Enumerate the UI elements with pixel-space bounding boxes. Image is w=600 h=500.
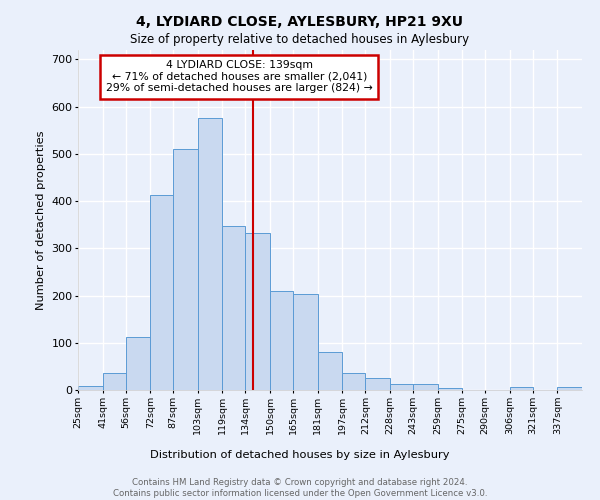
Bar: [78, 386, 103, 390]
Text: Size of property relative to detached houses in Aylesbury: Size of property relative to detached ho…: [130, 32, 470, 46]
Bar: [103, 372, 125, 390]
Bar: [125, 336, 150, 390]
Text: Contains HM Land Registry data © Crown copyright and database right 2024.
Contai: Contains HM Land Registry data © Crown c…: [113, 478, 487, 498]
Bar: [198, 118, 223, 390]
Bar: [413, 384, 437, 390]
Bar: [390, 384, 413, 390]
Bar: [150, 195, 173, 390]
Bar: [557, 386, 582, 390]
Bar: [510, 386, 533, 390]
Bar: [223, 226, 245, 390]
Text: 4, LYDIARD CLOSE, AYLESBURY, HP21 9XU: 4, LYDIARD CLOSE, AYLESBURY, HP21 9XU: [137, 15, 464, 29]
Bar: [173, 149, 198, 390]
Bar: [437, 388, 462, 390]
Bar: [245, 233, 270, 390]
Bar: [365, 378, 390, 390]
Bar: [342, 374, 365, 390]
Y-axis label: Number of detached properties: Number of detached properties: [36, 130, 46, 310]
Text: 4 LYDIARD CLOSE: 139sqm
← 71% of detached houses are smaller (2,041)
29% of semi: 4 LYDIARD CLOSE: 139sqm ← 71% of detache…: [106, 60, 373, 94]
Bar: [318, 352, 342, 390]
Bar: [270, 291, 293, 390]
Text: Distribution of detached houses by size in Aylesbury: Distribution of detached houses by size …: [150, 450, 450, 460]
Bar: [293, 294, 318, 390]
